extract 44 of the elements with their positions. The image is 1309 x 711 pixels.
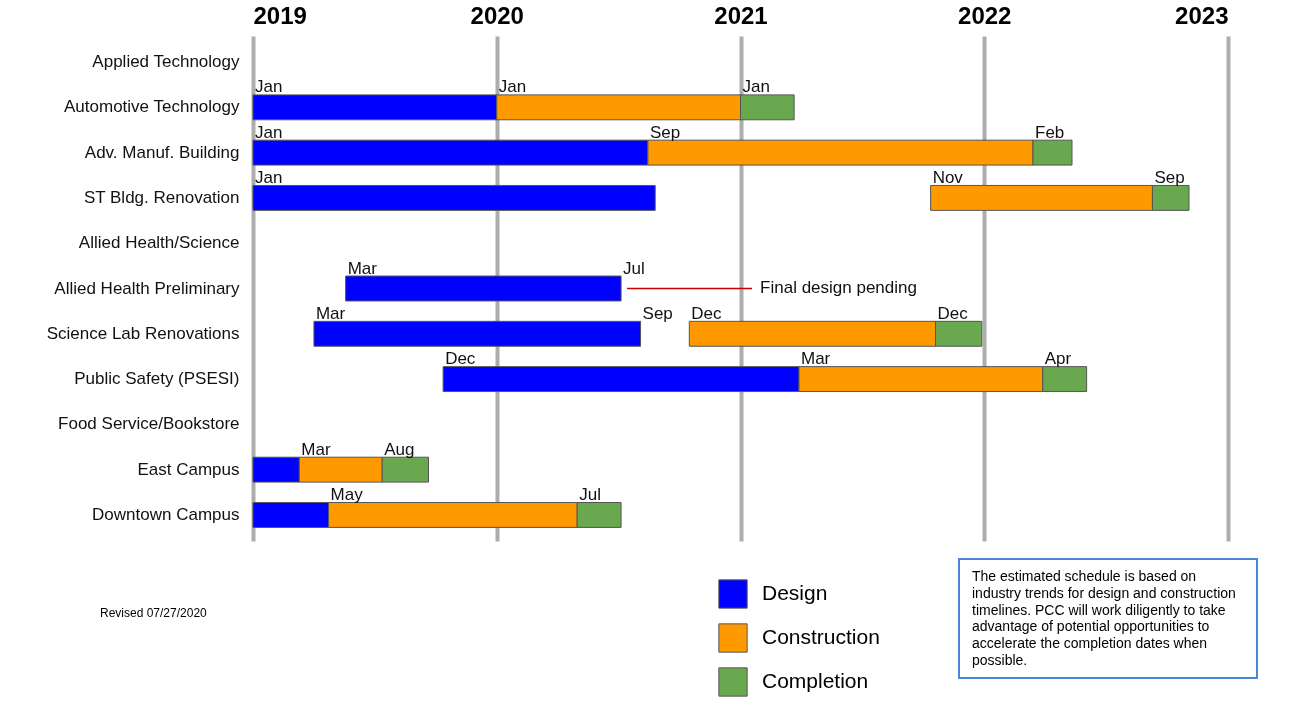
annotation: Jan xyxy=(498,77,527,97)
y-tick-label: East Campus xyxy=(137,459,240,479)
annotation: Jan xyxy=(255,167,283,187)
annotation: Apr xyxy=(1044,349,1072,369)
annotation: Dec xyxy=(445,349,476,369)
annotation: Jan xyxy=(255,77,283,97)
annotation: Jan xyxy=(255,122,283,142)
annotation: Dec xyxy=(937,303,969,323)
y-tick-label: Automotive Technology xyxy=(64,97,240,117)
annotation: Sep xyxy=(649,122,681,142)
y-tick-label: Allied Health Preliminary xyxy=(54,278,240,298)
annotation: May xyxy=(330,484,364,504)
annotation: Final design pending xyxy=(760,277,917,298)
annotation: Nov xyxy=(932,167,964,187)
annotation: Sep xyxy=(1154,167,1185,187)
x-tick-label: 2022 xyxy=(958,1,1012,29)
y-tick-label: Adv. Manuf. Building xyxy=(84,142,240,162)
annotation: Sep xyxy=(642,303,673,323)
y-tick-label: Allied Health/Science xyxy=(78,233,240,253)
legend-label: Construction xyxy=(762,625,880,648)
annotation: Mar xyxy=(301,439,331,459)
y-tick-label: Food Service/Bookstore xyxy=(58,414,240,434)
y-tick-label: Public Safety (PSESI) xyxy=(74,369,240,389)
legend-label: Completion xyxy=(762,669,869,692)
annotation: Aug xyxy=(384,439,415,459)
annotation: Feb xyxy=(1035,122,1065,142)
x-tick-label: 2020 xyxy=(470,1,524,29)
x-tick-label: 2021 xyxy=(714,1,768,29)
annotation: Dec xyxy=(691,303,723,323)
annotation: Jul xyxy=(579,484,601,504)
legend-label: Design xyxy=(762,581,828,604)
text: The estimated schedule is based on industry trends for design and construction timelines. PCC will work diligently to take advantage of potential opportunities to accelerate the completion dates when possible. xyxy=(958,558,1258,679)
y-tick-label: Applied Technology xyxy=(92,52,240,72)
annotation: Mar xyxy=(801,349,831,369)
annotation: Mar xyxy=(315,303,346,323)
x-tick-label: 2019 xyxy=(253,1,307,29)
text: Revised 07/27/2020 xyxy=(100,606,207,620)
x-tick-label: 2023 xyxy=(1175,1,1229,29)
annotation: Mar xyxy=(347,258,378,278)
y-tick-label: Downtown Campus xyxy=(92,504,240,524)
annotation: Jul xyxy=(623,258,645,278)
y-tick-label: Science Lab Renovations xyxy=(46,323,240,343)
y-tick-label: ST Bldg. Renovation xyxy=(83,187,240,207)
annotation: Jan xyxy=(742,77,770,97)
